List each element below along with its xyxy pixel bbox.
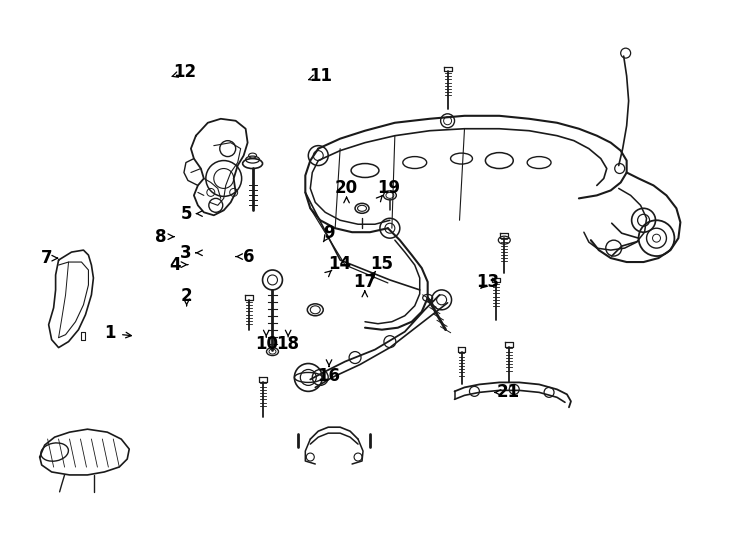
Text: 13: 13 [476,273,500,291]
Text: 10: 10 [255,335,277,353]
Text: 2: 2 [181,287,192,305]
Text: 6: 6 [243,247,255,266]
Text: 19: 19 [377,179,401,197]
Text: 12: 12 [173,63,196,82]
Text: 21: 21 [496,383,520,401]
Text: 9: 9 [323,225,335,242]
Text: 5: 5 [181,205,192,222]
Text: 15: 15 [370,254,393,273]
Text: 7: 7 [41,249,53,267]
Text: 1: 1 [104,325,116,342]
Text: 11: 11 [310,66,333,85]
Text: 18: 18 [277,335,299,353]
Text: 4: 4 [169,255,181,274]
Text: 17: 17 [353,273,377,291]
Text: 20: 20 [335,179,358,197]
Text: 3: 3 [180,244,192,262]
Text: 16: 16 [318,367,341,386]
Text: 14: 14 [327,254,351,273]
Text: 8: 8 [156,228,167,246]
